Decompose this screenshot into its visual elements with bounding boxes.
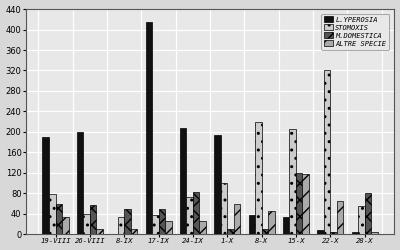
Bar — [186, 197, 193, 234]
Bar — [290, 129, 296, 234]
Bar — [255, 122, 262, 234]
Bar — [42, 137, 49, 234]
Legend: L.YPEROSIA, STOMOXIS, M.DOMESTICA, ALTRE SPECIE: L.YPEROSIA, STOMOXIS, M.DOMESTICA, ALTRE… — [322, 14, 389, 50]
Bar — [90, 205, 96, 234]
Bar — [96, 229, 103, 234]
Bar — [317, 230, 324, 234]
Bar — [118, 218, 124, 234]
Bar — [358, 206, 365, 234]
Bar — [337, 201, 343, 234]
Bar — [330, 232, 337, 234]
Bar — [296, 173, 302, 234]
Bar — [83, 214, 90, 234]
Bar — [283, 218, 290, 234]
Bar — [180, 128, 186, 234]
Bar — [124, 209, 131, 234]
Bar — [152, 215, 158, 234]
Bar — [268, 211, 275, 234]
Bar — [146, 22, 152, 234]
Bar — [158, 209, 165, 234]
Bar — [193, 192, 200, 234]
Bar — [131, 229, 137, 234]
Bar — [56, 204, 62, 234]
Bar — [200, 222, 206, 234]
Bar — [77, 132, 83, 234]
Bar — [302, 174, 309, 234]
Bar — [371, 232, 378, 234]
Bar — [352, 232, 358, 234]
Bar — [221, 183, 227, 234]
Bar — [165, 222, 172, 234]
Bar — [365, 193, 371, 234]
Bar — [248, 215, 255, 234]
Bar — [62, 218, 68, 234]
Bar — [49, 194, 56, 234]
Bar — [214, 136, 221, 234]
Bar — [324, 70, 330, 234]
Bar — [234, 204, 240, 234]
Bar — [262, 229, 268, 234]
Bar — [227, 229, 234, 234]
